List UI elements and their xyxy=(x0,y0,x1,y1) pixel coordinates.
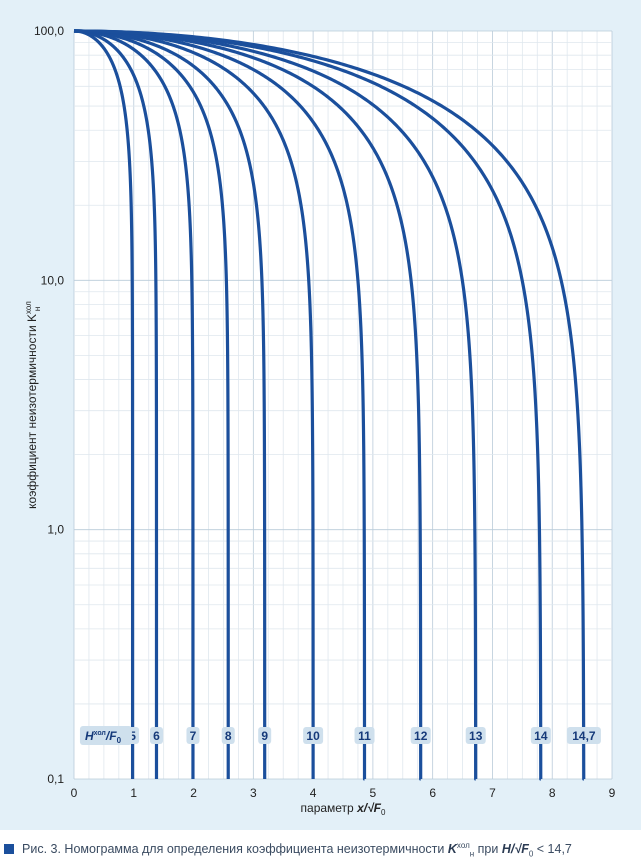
caption-h-sub: 0 xyxy=(528,849,534,859)
curve-label-8: 8 xyxy=(225,729,232,743)
curve-label-bg xyxy=(303,727,324,744)
curve-label-5: 5 xyxy=(129,729,136,743)
curve-param-bg xyxy=(79,726,132,745)
curve-7 xyxy=(73,29,195,779)
curve-label-12: 12 xyxy=(414,729,428,743)
curve-param-h: H xyxy=(85,729,94,743)
x-tick-label: 0 xyxy=(71,786,78,800)
caption-mid: при xyxy=(474,842,502,857)
curve-param-label: Hхол/F0 xyxy=(85,729,122,745)
curve-label-11: 11 xyxy=(358,729,371,743)
curve-14 xyxy=(73,29,543,781)
curve-label-bg xyxy=(149,727,163,744)
curve-8 xyxy=(73,29,230,780)
y-tick-label: 0,1 xyxy=(47,772,64,786)
caption-k-sup: хол xyxy=(456,841,470,850)
curve-12 xyxy=(73,29,423,781)
figure-caption: Рис. 3. Номограмма для определения коэфф… xyxy=(4,836,640,859)
x-tick-label: 4 xyxy=(310,786,317,800)
caption-k: K xyxy=(447,842,457,857)
y-tick-label: 100,0 xyxy=(34,24,64,38)
curve-label-14,7: 14,7 xyxy=(572,729,596,743)
caption-text: Рис. 3. Номограмма для определения коэфф… xyxy=(22,842,448,857)
curve-5 xyxy=(72,29,135,779)
curve-11 xyxy=(73,29,367,781)
x-axis-label: параметр x/√F0 xyxy=(301,801,387,817)
x-tick-label: 3 xyxy=(250,786,257,800)
curve-label-13: 13 xyxy=(469,729,483,743)
y-tick-label: 10,0 xyxy=(41,273,65,287)
x-tick-label: 7 xyxy=(489,786,496,800)
curve-label-bg xyxy=(410,727,431,744)
curve-label-bg xyxy=(566,727,601,744)
curve-6 xyxy=(73,29,159,779)
caption-bullet-icon xyxy=(4,843,14,854)
curve-label-7: 7 xyxy=(190,729,197,743)
curve-labels: 5 6 7 8 9 10 11 12 13 14 14,7 Hхол/F0 xyxy=(79,726,601,745)
curve-14,7 xyxy=(73,29,586,781)
curves xyxy=(72,29,586,781)
curve-10 xyxy=(73,29,315,780)
y-tick-label: 1,0 xyxy=(47,523,64,537)
curve-13 xyxy=(73,29,478,781)
curve-label-14: 14 xyxy=(534,729,548,743)
curve-9 xyxy=(73,29,267,779)
curve-label-bg xyxy=(530,727,551,744)
curve-label-bg xyxy=(258,727,272,744)
caption-k-sub: н xyxy=(469,849,475,859)
curve-label-bg xyxy=(354,727,375,744)
x-tick-label: 6 xyxy=(429,786,436,800)
curve-param-tail: /F xyxy=(105,729,117,743)
curve-label-10: 10 xyxy=(306,729,320,743)
x-tick-label: 9 xyxy=(609,786,616,800)
curve-label-bg xyxy=(221,727,235,744)
y-axis-label: коэффициент неизотермичности Kхолн xyxy=(24,301,42,509)
chart-figure: 0 1 2 3 4 5 6 7 8 9 100,0 10,0 1,0 0,1 5 6 7 8 9 10 11 12 13 1… xyxy=(0,0,641,830)
x-tick-label: 5 xyxy=(370,786,377,800)
x-tick-label: 1 xyxy=(130,786,137,800)
curve-param-sub: 0 xyxy=(117,736,122,745)
curve-param-sup: хол xyxy=(94,730,106,737)
x-tick-label: 2 xyxy=(190,786,197,800)
caption-h: H/√F xyxy=(501,842,529,857)
curve-label-9: 9 xyxy=(261,729,268,743)
curve-label-bg xyxy=(186,727,200,744)
caption-tail: < 14,7 xyxy=(533,842,572,857)
x-tick-label: 8 xyxy=(549,786,556,800)
curve-label-bg xyxy=(465,727,486,744)
curve-label-6: 6 xyxy=(153,729,160,743)
